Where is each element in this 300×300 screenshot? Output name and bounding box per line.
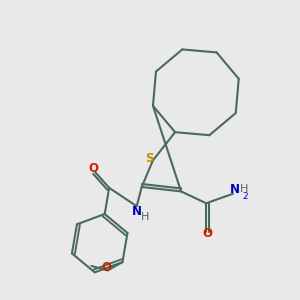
Text: N: N bbox=[230, 183, 240, 196]
Text: O: O bbox=[101, 261, 112, 274]
Text: H: H bbox=[141, 212, 149, 222]
Text: O: O bbox=[88, 162, 98, 175]
Text: N: N bbox=[132, 205, 142, 218]
Text: S: S bbox=[145, 152, 153, 165]
Text: O: O bbox=[202, 227, 212, 240]
Text: H: H bbox=[240, 184, 248, 194]
Text: 2: 2 bbox=[242, 192, 248, 201]
